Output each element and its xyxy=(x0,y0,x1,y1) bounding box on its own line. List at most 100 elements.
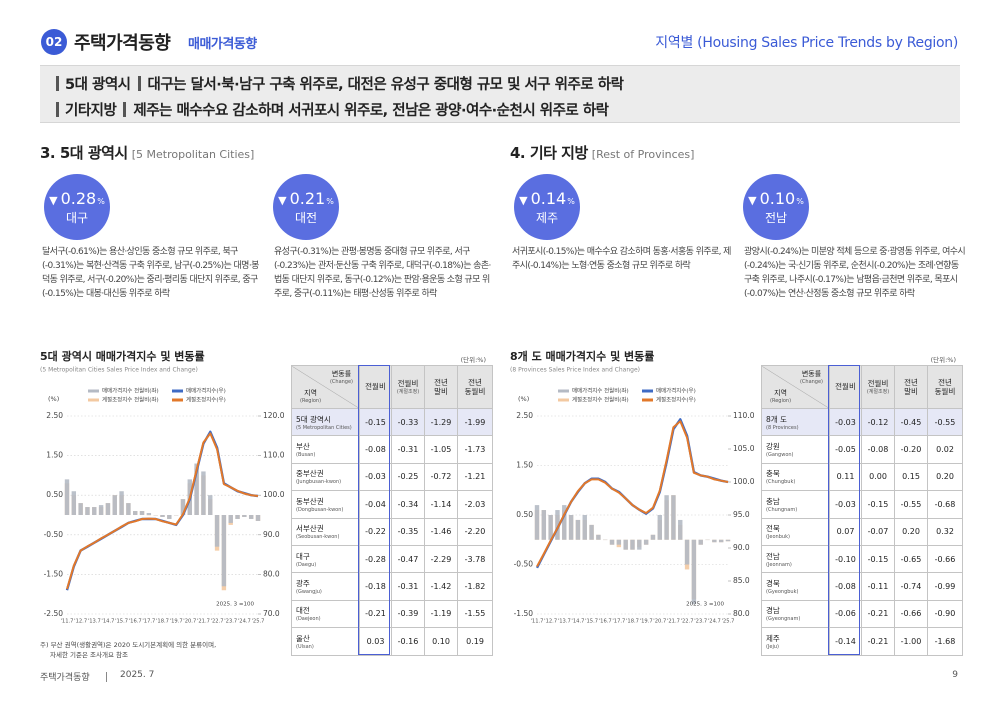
change-bar xyxy=(725,539,731,542)
table-row: 광주 (Gwangju) -0.18 -0.31 -1.42 -1.82 xyxy=(291,572,493,601)
change-bar xyxy=(589,524,594,540)
change-bar xyxy=(643,539,649,545)
region-name-en: (5 Metropolitan Cities) xyxy=(296,424,352,431)
y-axis-label: (%) xyxy=(518,395,529,403)
change-arrow: ▼ xyxy=(748,193,757,207)
legend-label: 매매가격지수 전월비(좌) xyxy=(102,387,159,395)
value-cell: 0.00 xyxy=(861,462,895,492)
change-unit: % xyxy=(567,196,575,206)
y-tick-label: -0.50 xyxy=(514,560,534,569)
change-bar xyxy=(630,539,635,550)
change-bar xyxy=(64,479,70,515)
section-title-en: [Rest of Provinces] xyxy=(591,148,695,161)
column-header: 전년 말비 xyxy=(424,365,458,409)
bar-mark xyxy=(56,101,59,117)
legend-label: 매매가격지수 전월비(좌) xyxy=(572,387,629,395)
value-cell: -2.03 xyxy=(457,490,493,519)
x-tick-label: '13.7 xyxy=(558,619,571,625)
table-row: 8개 도 (8 Provinces) -0.03 -0.12 -0.45 -0.55 xyxy=(761,407,963,437)
legend-swatch xyxy=(172,389,183,393)
region-name-en: (Busan) xyxy=(296,452,316,459)
legend-label: 매매가격지수(우) xyxy=(186,387,226,395)
y2-tick-label: 80.0 xyxy=(263,569,280,578)
change-bar xyxy=(718,539,724,543)
y2-tick-label: 120.0 xyxy=(263,411,285,420)
footer-separator xyxy=(106,672,107,682)
data-table: 변동률 (Change) 지역 (Region) 전월비 전월비 (계절조정) 전년 말비 전년 동… xyxy=(291,365,493,656)
value-cell: -0.15 xyxy=(861,544,895,574)
page-title: 주택가격동향 xyxy=(74,33,171,54)
y2-tick-label: 85.0 xyxy=(733,576,750,585)
change-bar xyxy=(248,515,254,519)
table-row: 동부산권 (Dongbusan-kwon) -0.04 -0.34 -1.14 -2.03 xyxy=(291,490,493,519)
region-name-en: (Daejeon) xyxy=(296,616,321,623)
y2-tick-label: 90.0 xyxy=(733,543,750,552)
x-tick-label: '24.7 xyxy=(238,619,251,625)
change-circle: ▼ 0.10% 전남 xyxy=(743,174,809,240)
x-tick-label: '12.7 xyxy=(544,619,557,625)
region-name: 충북 xyxy=(766,469,780,479)
value-cell: -0.47 xyxy=(391,544,425,574)
region-cell: 동부산권 (Dongbusan-kwon) xyxy=(291,490,360,519)
column-header: 전월비 (계절조정) xyxy=(861,365,895,409)
column-header-text: 전월비 xyxy=(365,382,386,392)
region-name-en: (Gyeongnam) xyxy=(766,616,801,623)
y-tick-label: 1.50 xyxy=(46,451,63,460)
region-name: 충남 xyxy=(766,496,780,506)
change-bar xyxy=(698,539,703,545)
change-bar xyxy=(575,519,581,540)
corner-bottom: 지역 (Region) xyxy=(300,388,321,404)
y-axis-label: (%) xyxy=(48,395,59,403)
value-cell: -0.34 xyxy=(391,490,425,519)
change-arrow: ▼ xyxy=(278,193,287,207)
table-row: 경북 (Gyeongbuk) -0.08 -0.11 -0.74 -0.99 xyxy=(761,572,963,601)
legend-swatch xyxy=(558,389,569,393)
value-cell: -0.35 xyxy=(391,517,425,546)
column-header-text: 동월비 xyxy=(464,387,486,396)
region-cell: 제주 (Jeju) xyxy=(761,627,830,656)
table-row: 강원 (Gangwon) -0.05 -0.08 -0.20 0.02 xyxy=(761,435,963,464)
x-tick-label: '14.7 xyxy=(571,619,584,625)
y-tick-label: 1.50 xyxy=(516,461,533,470)
change-bar xyxy=(214,515,220,547)
region-name-en: (Jeju) xyxy=(766,643,780,650)
chart-subtitle: (8 Provinces Sales Price Index and Chang… xyxy=(510,367,640,374)
change-arrow: ▼ xyxy=(49,193,58,207)
region-text: 유성구(-0.31%)는 관평·봉명동 중대형 규모 위주로, 서구(-0.23… xyxy=(274,247,491,299)
value-cell: -0.28 xyxy=(359,544,392,574)
x-tick-label: '17.7 xyxy=(142,619,155,625)
chart-title: 5대 광역시 매매가격지수 및 변동률 xyxy=(40,349,205,363)
value-cell: -0.31 xyxy=(391,572,425,601)
change-bar xyxy=(616,539,622,545)
y-tick-label: -0.50 xyxy=(44,530,64,539)
region-cell: 충남 (Chungnam) xyxy=(761,490,830,519)
change-bar xyxy=(78,503,83,515)
x-tick-label: '13.7 xyxy=(88,619,101,625)
value-cell: -0.68 xyxy=(927,490,963,519)
corner-text: 변동률 xyxy=(801,370,822,378)
change-number: 0.21 xyxy=(289,188,326,208)
change-bar xyxy=(221,515,227,587)
column-header: 전월비 (계절조정) xyxy=(391,365,425,409)
change-region: 전남 xyxy=(764,210,788,225)
legend-swatch xyxy=(172,398,183,402)
table-header-row: 변동률 (Change) 지역 (Region) 전월비 전월비 (계절조정) 전년 말비 전년 동… xyxy=(761,365,963,409)
bar-mark xyxy=(137,75,141,91)
value-cell: 0.07 xyxy=(829,517,862,546)
change-bar xyxy=(637,539,642,550)
value-cell: -1.42 xyxy=(424,572,458,601)
value-cell: -0.15 xyxy=(861,490,895,519)
corner-cell: 변동률 (Change) 지역 (Region) xyxy=(761,365,830,409)
region-name: 광주 xyxy=(296,579,310,589)
footnote: 자세한 기준은 조사개요 참조 xyxy=(50,650,128,659)
corner-text: (Region) xyxy=(770,398,792,404)
table-row: 충남 (Chungnam) -0.03 -0.15 -0.55 -0.68 xyxy=(761,490,963,519)
footnote: 주) 부산 권역(생활권역)은 2020 도시기본계획에 의한 분류이며, xyxy=(40,640,216,649)
region-cell: 전북 (Jeonbuk) xyxy=(761,517,830,546)
region-cell: 전남 (Jeonnam) xyxy=(761,544,830,574)
region-name: 경남 xyxy=(766,606,780,616)
change-bar xyxy=(194,463,199,515)
column-header-text: 전년 xyxy=(904,377,918,387)
region-cell: 중부산권 (Jungbusan-kwon) xyxy=(291,462,360,492)
region-name: 대구 xyxy=(296,551,310,561)
